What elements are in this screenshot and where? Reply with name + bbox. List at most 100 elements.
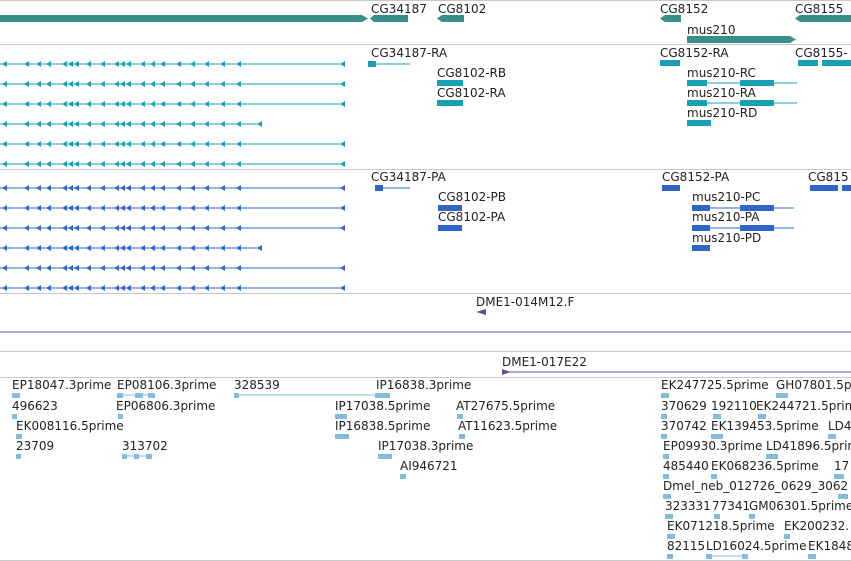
- est-label[interactable]: 313702: [122, 439, 168, 453]
- est-label[interactable]: AT11623.5prime: [458, 419, 557, 433]
- est-label[interactable]: EP18047.3prime: [12, 378, 111, 392]
- est-feature[interactable]: [766, 454, 778, 459]
- est-label[interactable]: IP16838.5prime: [335, 419, 430, 433]
- est-feature[interactable]: [749, 514, 755, 519]
- est-feature[interactable]: [400, 474, 406, 479]
- est-label[interactable]: 485440: [663, 459, 709, 473]
- transcript-feature-mus210-ra[interactable]: [687, 100, 797, 106]
- transcript-feature-mus210-rd[interactable]: [687, 120, 711, 126]
- protein-feature-cg8102-pa[interactable]: [438, 225, 462, 231]
- est-feature[interactable]: [838, 494, 848, 499]
- est-feature[interactable]: [118, 414, 123, 419]
- est-label[interactable]: GM06301.5prime: [749, 499, 851, 513]
- est-label[interactable]: 370629: [661, 399, 707, 413]
- transcript-feature-cg8102-rb[interactable]: [437, 80, 463, 86]
- protein-feature-mus210-pa[interactable]: [692, 225, 794, 231]
- est-label[interactable]: 23709: [16, 439, 54, 453]
- est-label[interactable]: AI946721: [400, 459, 458, 473]
- est-feature[interactable]: [661, 414, 667, 419]
- est-feature[interactable]: [234, 393, 390, 398]
- est-label[interactable]: 17: [834, 459, 849, 473]
- est-label[interactable]: IP17038.3prime: [378, 439, 473, 453]
- est-feature[interactable]: [713, 414, 721, 419]
- est-feature[interactable]: [665, 514, 673, 519]
- est-label[interactable]: 192110: [711, 399, 757, 413]
- est-feature[interactable]: [335, 414, 347, 419]
- est-label[interactable]: EK008116.5prime: [16, 419, 124, 433]
- est-feature[interactable]: [776, 393, 788, 398]
- gene-label-cg8102[interactable]: CG8102: [438, 2, 486, 16]
- est-label[interactable]: GH07801.5p: [776, 378, 851, 392]
- gene-feature-cg34187-b[interactable]: [370, 15, 408, 22]
- protein-feature-cg8152-pa[interactable]: [662, 185, 680, 191]
- clone-label-dme1-014m12[interactable]: DME1-014M12.F: [476, 295, 574, 309]
- est-feature[interactable]: [663, 474, 669, 479]
- est-feature[interactable]: [663, 494, 671, 499]
- est-feature[interactable]: [117, 393, 155, 398]
- est-feature[interactable]: [711, 474, 717, 479]
- est-label[interactable]: EP06806.3prime: [116, 399, 215, 413]
- est-feature[interactable]: [457, 414, 463, 419]
- est-feature[interactable]: [335, 434, 349, 439]
- est-feature[interactable]: [661, 434, 667, 439]
- est-feature[interactable]: [784, 534, 790, 539]
- protein-label-cg8102-pb[interactable]: CG8102-PB: [438, 190, 506, 204]
- est-label[interactable]: 328539: [234, 378, 280, 392]
- gene-feature-cg8102[interactable]: [437, 15, 464, 22]
- protein-label-cg8155[interactable]: CG815: [808, 170, 849, 184]
- est-feature[interactable]: [828, 434, 836, 439]
- est-label[interactable]: EK1848: [808, 539, 851, 553]
- est-label[interactable]: EP09930.3prime: [663, 439, 762, 453]
- protein-label-mus210-pa[interactable]: mus210-PA: [692, 210, 760, 224]
- est-feature[interactable]: [714, 514, 720, 519]
- est-feature[interactable]: [663, 454, 669, 459]
- est-label[interactable]: 323331: [665, 499, 711, 513]
- transcript-rows-cg34187[interactable]: [0, 61, 410, 167]
- gene-feature-cg8152[interactable]: [660, 15, 681, 22]
- transcript-label-cg34187-ra[interactable]: CG34187-RA: [371, 46, 448, 60]
- est-label[interactable]: EK244721.5prime: [756, 399, 851, 413]
- protein-feature-mus210-pd[interactable]: [692, 245, 710, 251]
- gene-feature-mus210[interactable]: [687, 36, 796, 43]
- est-label[interactable]: LD4: [828, 419, 851, 433]
- est-feature[interactable]: [711, 434, 723, 439]
- est-feature[interactable]: [16, 454, 21, 459]
- est-feature[interactable]: [378, 454, 392, 459]
- est-label[interactable]: IP16838.3prime: [376, 378, 471, 392]
- est-feature[interactable]: [758, 414, 766, 419]
- gene-feature-cg8155[interactable]: [795, 15, 851, 22]
- transcript-label-mus210-rd[interactable]: mus210-RD: [687, 106, 757, 120]
- est-label[interactable]: IP17038.5prime: [335, 399, 430, 413]
- est-feature[interactable]: [12, 414, 17, 419]
- protein-label-mus210-pd[interactable]: mus210-PD: [692, 231, 761, 245]
- est-feature[interactable]: [667, 554, 673, 559]
- est-label[interactable]: 370742: [661, 419, 707, 433]
- est-label[interactable]: EP08106.3prime: [117, 378, 216, 392]
- transcript-feature-cg8102-ra[interactable]: [437, 100, 463, 106]
- gene-label-cg8152[interactable]: CG8152: [660, 2, 708, 16]
- est-label[interactable]: EK071218.5prime: [667, 519, 775, 533]
- protein-label-cg8152-pa[interactable]: CG8152-PA: [662, 170, 730, 184]
- est-label[interactable]: EK139453.5prime: [711, 419, 819, 433]
- gene-label-mus210[interactable]: mus210: [687, 23, 735, 37]
- est-label[interactable]: 82115: [667, 539, 705, 553]
- est-feature[interactable]: [706, 554, 748, 559]
- clone-feature-dme1-014m12-end[interactable]: [476, 309, 486, 315]
- est-feature[interactable]: [122, 454, 152, 459]
- est-feature[interactable]: [16, 434, 22, 439]
- est-feature[interactable]: [459, 434, 465, 439]
- transcript-label-cg8102-ra[interactable]: CG8102-RA: [437, 86, 506, 100]
- est-label[interactable]: Dmel_neb_012726_0629_3062: [663, 479, 848, 493]
- protein-feature-mus210-pc[interactable]: [692, 205, 794, 211]
- transcript-feature-mus210-rc[interactable]: [687, 80, 797, 86]
- protein-label-cg8102-pa[interactable]: CG8102-PA: [438, 210, 506, 224]
- transcript-label-cg8155[interactable]: CG8155-: [795, 46, 848, 60]
- est-label[interactable]: LD41896.5prime: [766, 439, 851, 453]
- transcript-feature-cg8155[interactable]: [798, 60, 851, 66]
- gene-label-cg34187[interactable]: CG34187: [371, 2, 427, 16]
- est-label[interactable]: EK247725.5prime: [661, 378, 769, 392]
- transcript-label-cg8152-ra[interactable]: CG8152-RA: [660, 46, 729, 60]
- est-feature[interactable]: [661, 393, 669, 398]
- est-feature[interactable]: [12, 393, 20, 398]
- est-label[interactable]: AT27675.5prime: [456, 399, 555, 413]
